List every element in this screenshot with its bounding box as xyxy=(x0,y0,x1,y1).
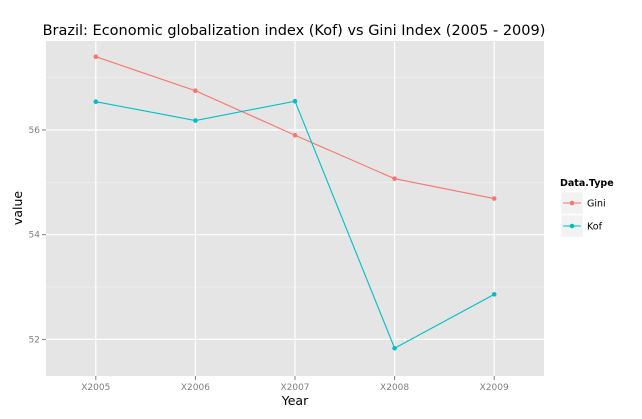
data-point-gini xyxy=(193,88,198,94)
data-point-kof xyxy=(93,99,99,105)
chart-title: Brazil: Economic globalization index (Ko… xyxy=(43,23,546,39)
series-points xyxy=(93,54,497,351)
data-point-gini xyxy=(491,196,497,201)
legend-items: Gini Kof xyxy=(560,191,606,238)
data-point-gini xyxy=(93,54,99,60)
y-axis-ticks: 52 54 56 xyxy=(29,126,46,345)
data-point-gini xyxy=(292,132,298,138)
x-tick-label: X2009 xyxy=(480,383,509,393)
data-point-kof xyxy=(292,98,298,104)
y-axis-title: value xyxy=(10,191,25,225)
y-tick-label: 54 xyxy=(29,231,41,241)
data-point-kof xyxy=(392,345,397,351)
data-point-kof xyxy=(491,292,497,297)
data-point-gini xyxy=(392,176,397,181)
y-tick-label: 56 xyxy=(29,126,41,136)
legend: Data.Type Gini Kof xyxy=(560,178,614,238)
x-tick-label: X2005 xyxy=(81,383,110,393)
x-axis-ticks: X2005 X2006 X2007 X2008 X2009 xyxy=(81,376,509,393)
legend-label-gini: Gini xyxy=(587,199,606,210)
legend-title: Data.Type xyxy=(560,178,614,189)
y-tick-label: 52 xyxy=(29,335,40,345)
legend-label-kof: Kof xyxy=(587,222,603,233)
major-gridlines xyxy=(46,41,544,376)
legend-point-gini xyxy=(569,200,575,206)
data-point-kof xyxy=(193,118,198,123)
x-tick-label: X2007 xyxy=(280,383,309,393)
x-tick-label: X2008 xyxy=(380,383,409,393)
x-axis-title: Year xyxy=(281,393,309,408)
legend-point-kof xyxy=(569,223,575,229)
x-tick-label: X2006 xyxy=(181,383,210,393)
